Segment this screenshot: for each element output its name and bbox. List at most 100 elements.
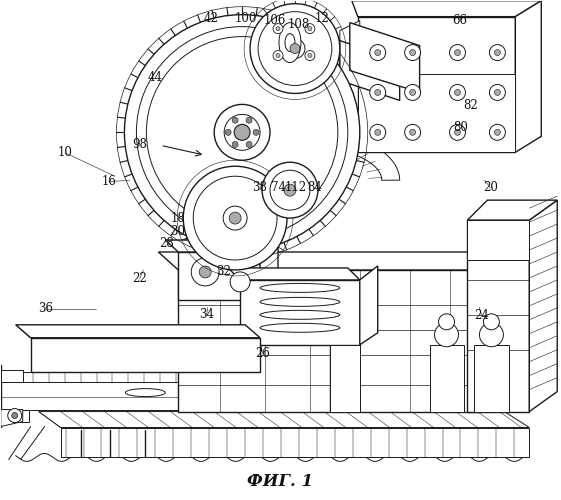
Circle shape <box>305 24 315 34</box>
Polygon shape <box>290 66 360 122</box>
Circle shape <box>410 130 416 136</box>
Text: 108: 108 <box>288 18 310 31</box>
Circle shape <box>250 4 340 94</box>
Polygon shape <box>31 338 260 372</box>
Circle shape <box>298 74 312 88</box>
Circle shape <box>454 130 461 136</box>
Polygon shape <box>1 370 22 382</box>
Ellipse shape <box>279 22 301 62</box>
Text: 66: 66 <box>452 14 467 27</box>
Circle shape <box>435 323 458 346</box>
Circle shape <box>494 50 500 56</box>
Text: 24: 24 <box>475 310 489 322</box>
Polygon shape <box>178 252 260 300</box>
Polygon shape <box>480 252 509 412</box>
Text: ФИГ. 1: ФИГ. 1 <box>247 473 313 490</box>
Text: 84: 84 <box>308 180 323 194</box>
Circle shape <box>223 206 247 230</box>
Circle shape <box>454 90 461 96</box>
Circle shape <box>308 54 312 58</box>
Text: 26: 26 <box>255 347 270 360</box>
Polygon shape <box>228 268 360 280</box>
Circle shape <box>350 132 360 141</box>
Circle shape <box>8 408 22 422</box>
Ellipse shape <box>260 284 340 292</box>
Polygon shape <box>475 344 509 412</box>
Polygon shape <box>1 410 22 426</box>
Text: 100: 100 <box>234 12 257 24</box>
Ellipse shape <box>260 298 340 306</box>
Polygon shape <box>178 270 480 412</box>
Polygon shape <box>467 220 530 260</box>
Polygon shape <box>358 16 516 152</box>
Circle shape <box>270 170 310 210</box>
Circle shape <box>232 117 238 123</box>
Circle shape <box>337 78 343 84</box>
Text: 10: 10 <box>58 146 72 160</box>
Circle shape <box>125 14 360 250</box>
Polygon shape <box>260 238 278 300</box>
Circle shape <box>449 124 466 140</box>
Circle shape <box>229 212 241 224</box>
Circle shape <box>276 54 280 58</box>
Text: 12: 12 <box>315 12 329 24</box>
Circle shape <box>370 124 386 140</box>
Circle shape <box>494 130 500 136</box>
Circle shape <box>333 74 347 88</box>
Circle shape <box>193 176 277 260</box>
Text: 22: 22 <box>132 272 147 285</box>
Polygon shape <box>516 0 541 152</box>
Polygon shape <box>340 40 399 100</box>
Circle shape <box>333 102 347 116</box>
Circle shape <box>246 117 252 123</box>
Text: 36: 36 <box>38 302 53 316</box>
Text: 44: 44 <box>148 72 163 85</box>
Polygon shape <box>16 325 260 338</box>
Circle shape <box>313 126 323 136</box>
Circle shape <box>12 412 18 418</box>
Polygon shape <box>158 252 509 270</box>
Circle shape <box>439 314 454 330</box>
Circle shape <box>273 50 283 60</box>
Circle shape <box>404 124 421 140</box>
Circle shape <box>136 26 348 238</box>
Circle shape <box>285 38 305 58</box>
Polygon shape <box>467 220 530 412</box>
Text: 42: 42 <box>203 12 218 24</box>
Circle shape <box>273 24 283 34</box>
Polygon shape <box>240 280 360 344</box>
Text: 28: 28 <box>159 236 174 250</box>
Circle shape <box>232 142 238 148</box>
Polygon shape <box>1 382 260 409</box>
Circle shape <box>480 323 503 346</box>
Circle shape <box>276 26 280 30</box>
Polygon shape <box>61 428 530 458</box>
Circle shape <box>258 12 332 86</box>
Text: 106: 106 <box>264 14 286 27</box>
Circle shape <box>302 78 308 84</box>
Circle shape <box>410 90 416 96</box>
Circle shape <box>454 50 461 56</box>
Circle shape <box>489 124 505 140</box>
Polygon shape <box>1 372 260 382</box>
Text: 82: 82 <box>463 99 478 112</box>
Polygon shape <box>350 22 420 92</box>
Circle shape <box>410 50 416 56</box>
Circle shape <box>350 126 360 136</box>
Circle shape <box>337 106 343 112</box>
Text: 16: 16 <box>102 175 116 188</box>
Circle shape <box>313 132 323 141</box>
Text: 18: 18 <box>170 212 185 224</box>
Circle shape <box>484 314 499 330</box>
Circle shape <box>305 50 315 60</box>
Ellipse shape <box>260 310 340 320</box>
Circle shape <box>191 258 219 286</box>
Circle shape <box>199 266 211 278</box>
Circle shape <box>225 130 231 136</box>
Circle shape <box>489 84 505 100</box>
Ellipse shape <box>126 388 165 396</box>
Circle shape <box>234 124 250 140</box>
Polygon shape <box>530 200 557 412</box>
Text: 98: 98 <box>132 138 147 151</box>
Text: 20: 20 <box>483 181 498 194</box>
